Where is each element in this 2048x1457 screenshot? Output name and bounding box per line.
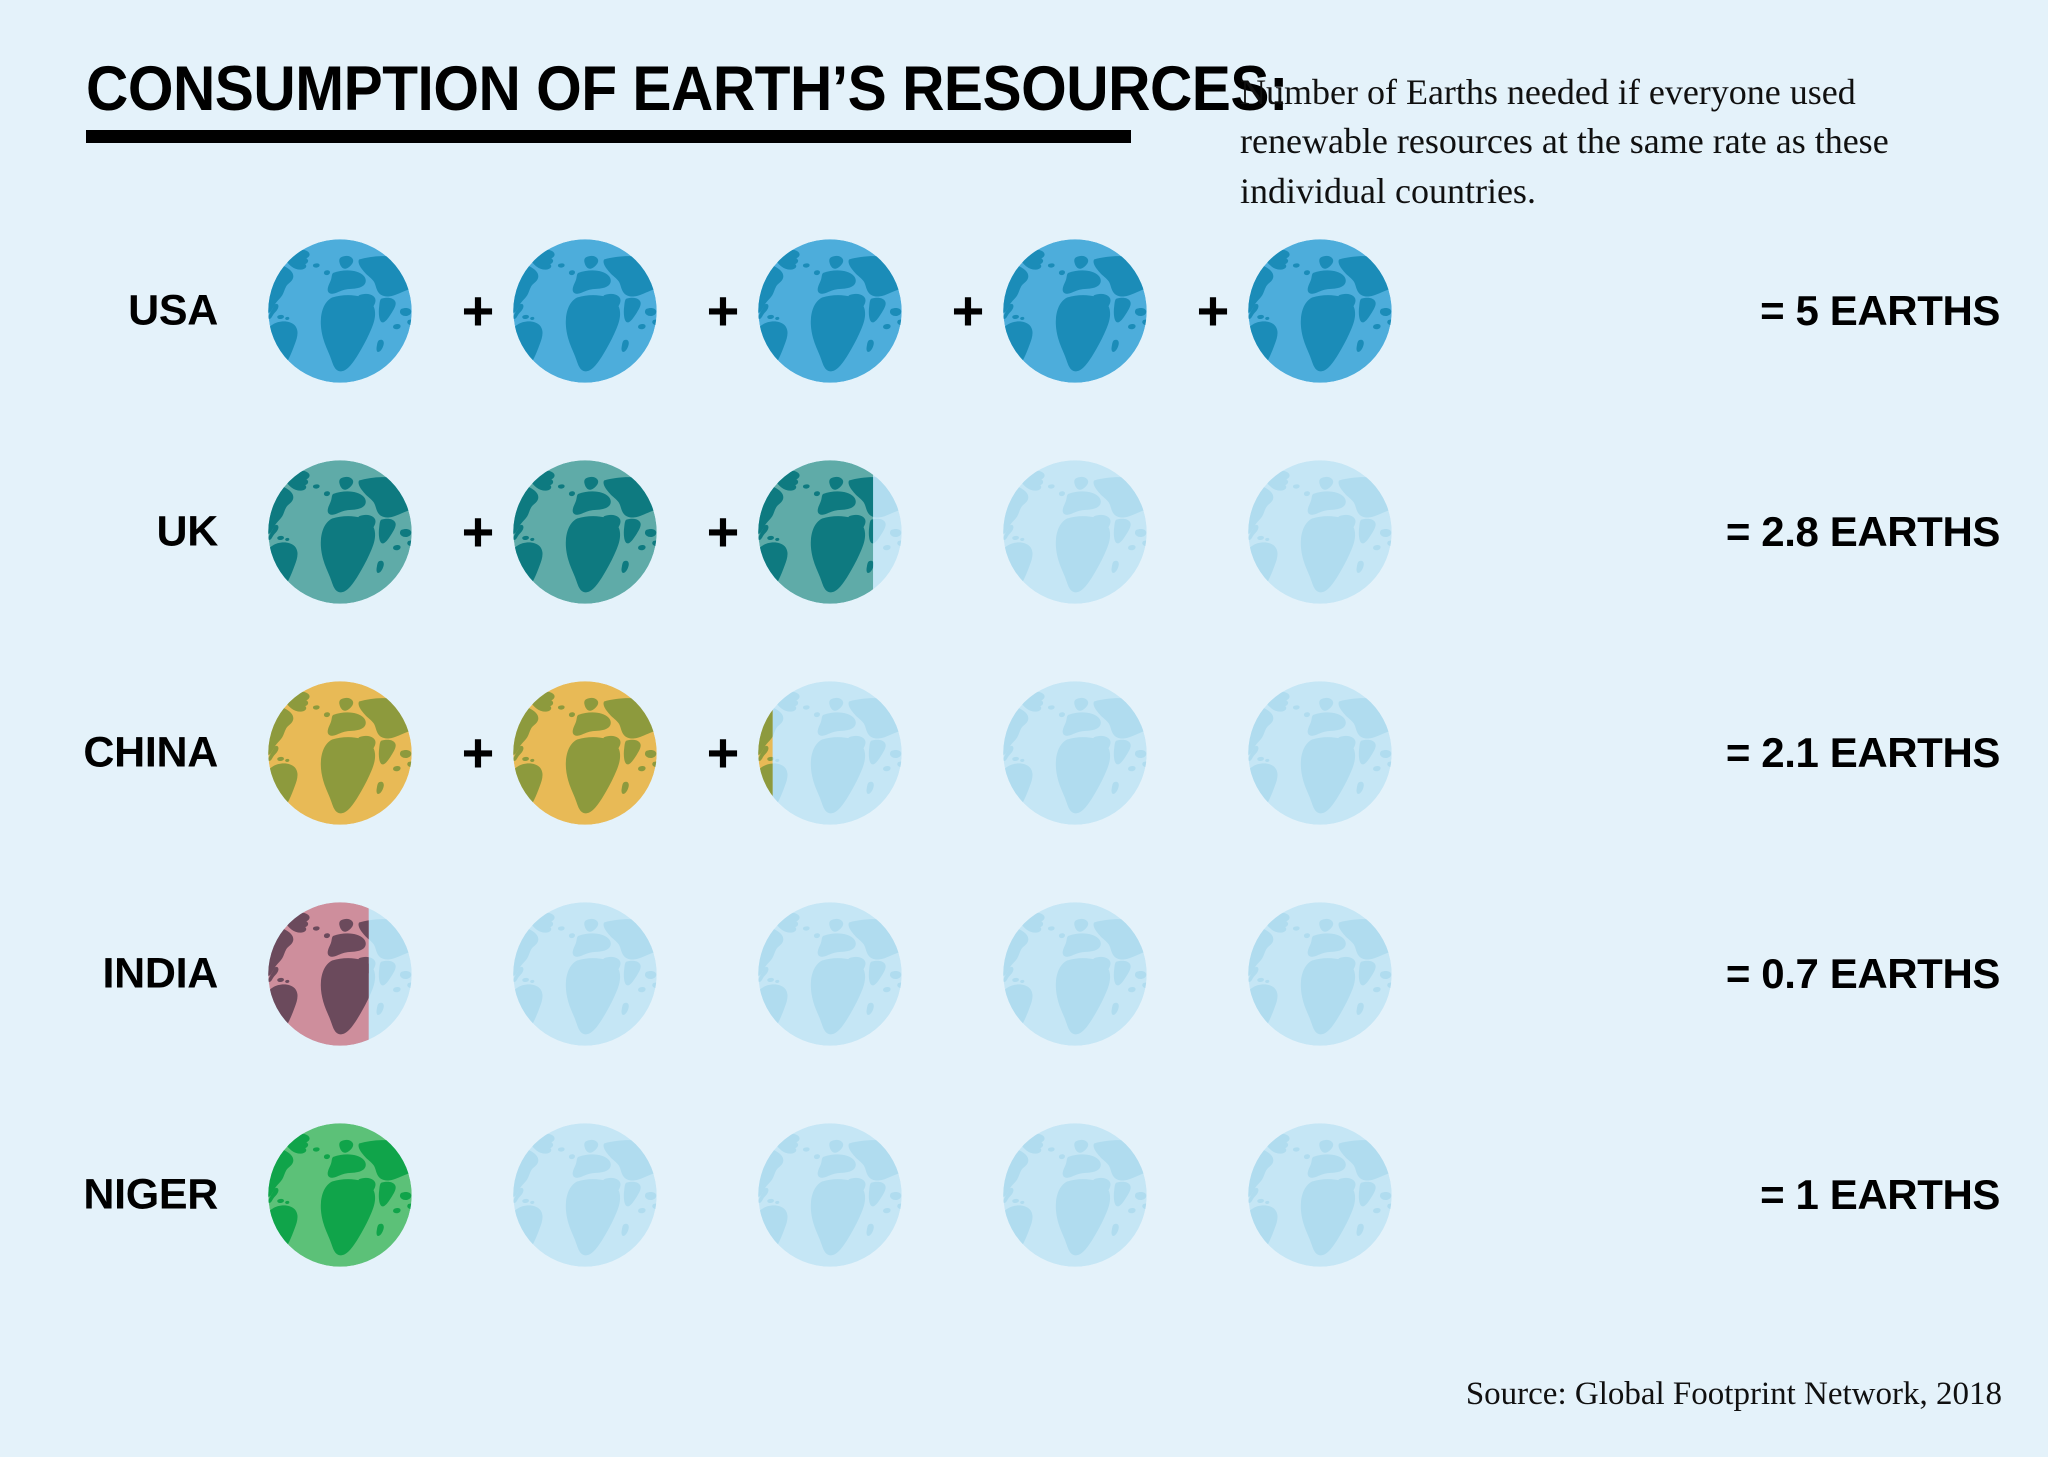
earth-globe-icon <box>1003 1122 1147 1267</box>
globe-slot <box>483 209 687 413</box>
globe-slots: + + <box>238 421 1678 642</box>
plus-icon: + <box>706 499 740 563</box>
globe-slot <box>973 430 1177 634</box>
plus-icon: + <box>1196 278 1230 342</box>
globe-slot <box>1218 1093 1422 1297</box>
country-label-niger: NIGER <box>83 1170 218 1218</box>
globe-slot <box>973 209 1177 413</box>
earth-globe-icon <box>1003 901 1147 1046</box>
globe-slots <box>238 863 1678 1084</box>
result-label-uk: = 2.8 EARTHS <box>1725 507 2001 555</box>
result-label-india: = 0.7 EARTHS <box>1725 949 2001 997</box>
globe-slot <box>238 430 442 634</box>
earth-globe-icon <box>268 238 412 383</box>
country-label-uk: UK <box>156 507 218 555</box>
page-title-block: CONSUMPTION OF EARTH’S RESOURCES: <box>86 58 1379 143</box>
earth-globe-icon <box>268 1122 412 1267</box>
globe-slot <box>973 651 1177 855</box>
globe-slot <box>728 1093 932 1297</box>
earth-globe-icon <box>268 459 412 604</box>
result-label-china: = 2.1 EARTHS <box>1725 728 2001 776</box>
globe-slots: + + <box>238 642 1678 863</box>
plus-icon: + <box>461 499 495 563</box>
country-label-india: INDIA <box>102 949 218 997</box>
globe-slot <box>1218 430 1422 634</box>
earth-globe-icon <box>268 901 412 1046</box>
globe-slot <box>238 651 442 855</box>
country-label-usa: USA <box>128 286 218 334</box>
plus-icon: + <box>706 720 740 784</box>
earth-globe-icon <box>513 680 657 825</box>
header: CONSUMPTION OF EARTH’S RESOURCES: Number… <box>0 0 2048 211</box>
globe-slot <box>973 1093 1177 1297</box>
earth-globe-icon <box>758 1122 902 1267</box>
country-rows: USA + + + + = 5 EARTHS UK + + = 2.8 EARTHS CHINA + +… <box>0 200 2048 1305</box>
source-credit: Source: Global Footprint Network, 2018 <box>1465 1376 2002 1412</box>
globe-slots: + + + + <box>238 200 1678 421</box>
globe-slot <box>728 209 932 413</box>
earth-globe-icon <box>1003 680 1147 825</box>
country-row: INDIA = 0.7 EARTHS <box>0 863 2048 1084</box>
earth-globe-icon <box>1248 680 1392 825</box>
globe-slot <box>238 209 442 413</box>
earth-globe-icon <box>1248 1122 1392 1267</box>
globe-slot <box>483 872 687 1076</box>
globe-slot <box>1218 872 1422 1076</box>
globe-slot <box>973 872 1177 1076</box>
plus-icon: + <box>706 278 740 342</box>
country-label-china: CHINA <box>83 728 218 776</box>
country-row: UK + + = 2.8 EARTHS <box>0 421 2048 642</box>
country-row: NIGER = 1 EARTHS <box>0 1084 2048 1305</box>
globe-slot <box>483 430 687 634</box>
earth-globe-icon <box>1248 459 1392 604</box>
globe-slot <box>238 1093 442 1297</box>
plus-icon: + <box>951 278 985 342</box>
globe-slot <box>1218 651 1422 855</box>
earth-globe-icon <box>513 238 657 383</box>
earth-globe-icon <box>1003 459 1147 604</box>
result-label-usa: = 5 EARTHS <box>1760 286 2000 334</box>
result-label-niger: = 1 EARTHS <box>1760 1170 2000 1218</box>
earth-globe-icon <box>758 459 902 604</box>
globe-slot <box>1218 209 1422 413</box>
earth-globe-icon <box>513 901 657 1046</box>
globe-slot <box>483 651 687 855</box>
globe-slot <box>728 651 932 855</box>
plus-icon: + <box>461 720 495 784</box>
country-row: USA + + + + = 5 EARTHS <box>0 200 2048 421</box>
globe-slots <box>238 1084 1678 1305</box>
globe-slot <box>238 872 442 1076</box>
country-row: CHINA + + = 2.1 EARTHS <box>0 642 2048 863</box>
earth-globe-icon <box>1248 238 1392 383</box>
earth-globe-icon <box>513 1122 657 1267</box>
earth-globe-icon <box>758 680 902 825</box>
plus-icon: + <box>461 278 495 342</box>
earth-globe-icon <box>1003 238 1147 383</box>
globe-slot <box>483 1093 687 1297</box>
earth-globe-icon <box>1248 901 1392 1046</box>
earth-globe-icon <box>513 459 657 604</box>
earth-globe-icon <box>758 901 902 1046</box>
earth-globe-icon <box>268 680 412 825</box>
subtitle: Number of Earths needed if everyone used… <box>1240 72 1889 211</box>
globe-slot <box>728 872 932 1076</box>
globe-slot <box>728 430 932 634</box>
page-title: CONSUMPTION OF EARTH’S RESOURCES: <box>86 54 1289 124</box>
title-underline <box>86 130 1131 143</box>
earth-globe-icon <box>758 238 902 383</box>
